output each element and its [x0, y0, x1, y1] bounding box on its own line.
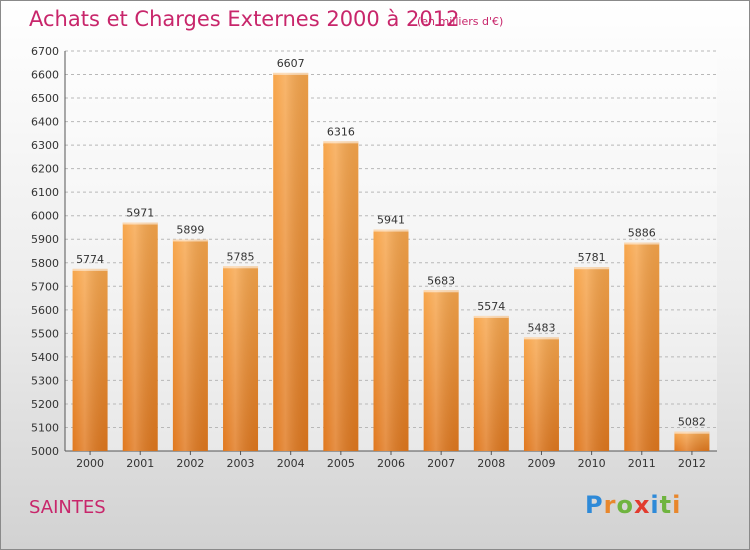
y-tick-label: 6100 [31, 186, 59, 199]
bar-top [624, 242, 660, 245]
data-label: 5774 [76, 253, 104, 266]
x-tick-label: 2010 [578, 457, 606, 470]
bar-sheen [273, 72, 309, 451]
city-name: SAINTES [29, 497, 106, 518]
bar-top [373, 229, 409, 232]
x-tick-label: 2008 [477, 457, 505, 470]
data-label: 5683 [427, 274, 455, 287]
data-label: 5785 [227, 250, 255, 263]
bar-top [423, 290, 459, 293]
data-label: 5082 [678, 416, 706, 429]
y-tick-label: 5900 [31, 233, 59, 246]
logo-letter: r [603, 491, 617, 519]
bar-sheen [172, 239, 208, 451]
y-tick-label: 5600 [31, 304, 59, 317]
y-tick-label: 5400 [31, 351, 59, 364]
x-tick-label: 2003 [227, 457, 255, 470]
bar-sheen [223, 266, 259, 451]
bar-sheen [423, 290, 459, 451]
data-label: 5971 [126, 207, 154, 220]
y-tick-label: 5100 [31, 421, 59, 434]
y-tick-label: 5500 [31, 327, 59, 340]
logo-letter: i [672, 491, 682, 519]
y-tick-label: 6300 [31, 139, 59, 152]
y-tick-label: 6200 [31, 163, 59, 176]
bar-sheen [624, 242, 660, 451]
x-tick-label: 2006 [377, 457, 405, 470]
bar-top [323, 141, 359, 144]
y-tick-label: 6000 [31, 210, 59, 223]
y-tick-label: 6500 [31, 92, 59, 105]
bar-top [172, 239, 208, 242]
logo-letter: x [633, 491, 651, 519]
data-label: 5781 [578, 251, 606, 264]
bar-sheen [674, 431, 710, 451]
x-tick-label: 2001 [126, 457, 154, 470]
bar-sheen [122, 222, 158, 451]
bar-top [72, 268, 108, 271]
data-label: 5886 [628, 227, 656, 240]
x-tick-label: 2002 [176, 457, 204, 470]
bar-top [574, 267, 610, 270]
y-tick-label: 5700 [31, 280, 59, 293]
y-tick-label: 5200 [31, 398, 59, 411]
chart-title: Achats et Charges Externes 2000 à 2012 [29, 7, 460, 31]
data-label: 5941 [377, 214, 405, 227]
x-tick-label: 2011 [628, 457, 656, 470]
bar-sheen [473, 315, 509, 451]
x-tick-label: 2000 [76, 457, 104, 470]
bar-top [674, 431, 710, 434]
logo-letter: o [616, 491, 634, 519]
data-label: 6607 [277, 57, 305, 70]
logo-letter: t [659, 491, 673, 519]
data-label: 6316 [327, 125, 355, 138]
bar-sheen [72, 268, 108, 451]
y-tick-label: 5800 [31, 257, 59, 270]
bar-sheen [574, 267, 610, 451]
chart-subtitle: (en milliers d'€) [417, 15, 504, 28]
x-tick-label: 2004 [277, 457, 305, 470]
y-tick-label: 6400 [31, 116, 59, 129]
bar-sheen [523, 337, 559, 451]
data-label: 5574 [477, 300, 505, 313]
data-label: 5899 [176, 223, 204, 236]
data-label: 5483 [527, 321, 555, 334]
logo-letter: i [650, 491, 660, 519]
x-tick-label: 2009 [527, 457, 555, 470]
y-tick-label: 5300 [31, 374, 59, 387]
bar-sheen [373, 229, 409, 451]
bar-top [523, 337, 559, 340]
x-tick-label: 2007 [427, 457, 455, 470]
logo-letter: P [585, 491, 604, 519]
y-tick-label: 6600 [31, 69, 59, 82]
y-tick-label: 6700 [31, 45, 59, 58]
bar-top [473, 315, 509, 318]
y-tick-label: 5000 [31, 445, 59, 458]
x-tick-label: 2012 [678, 457, 706, 470]
bar-top [122, 222, 158, 225]
x-tick-label: 2005 [327, 457, 355, 470]
proxiti-logo: Proxiti [585, 491, 681, 519]
bar-top [223, 266, 259, 269]
bar-top [273, 72, 309, 75]
bar-sheen [323, 141, 359, 451]
